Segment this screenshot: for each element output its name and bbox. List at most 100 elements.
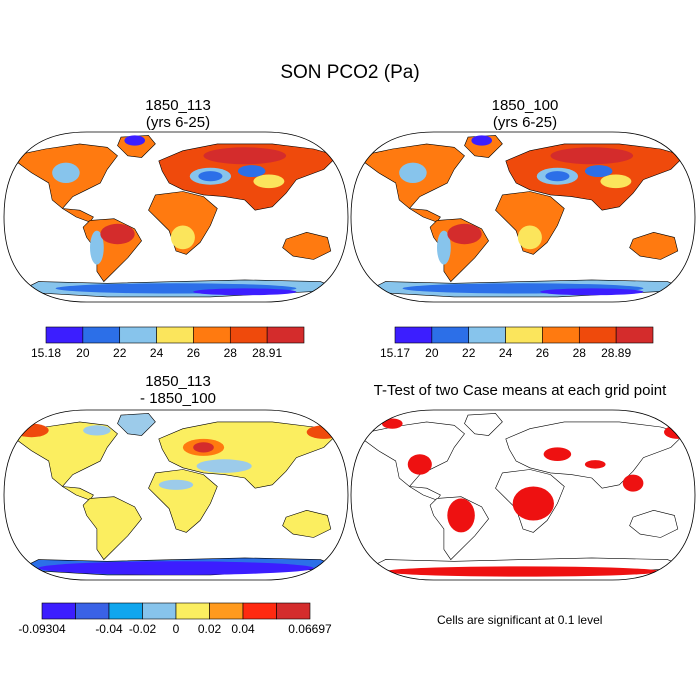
blob-mongolia-2 [584, 165, 613, 178]
blob-tibet-1 [253, 174, 285, 189]
colorbar-1-box-0 [45, 326, 84, 344]
map-land-2 [363, 135, 689, 298]
significance-note: Cells are significant at 0.1 level [437, 613, 603, 627]
sig-south-america-4 [447, 498, 475, 533]
colorbar-1-box-4 [193, 326, 231, 344]
colorbar-3-box-7 [276, 602, 311, 620]
blob-sahara-2 [502, 196, 537, 211]
colorbar-1-tick-label: 26 [187, 346, 201, 360]
colorbar-1-tick-label: 24 [150, 346, 164, 360]
continent-greenland-3 [117, 413, 156, 436]
continent-centralAmerica-2 [409, 208, 441, 223]
blob-tibet-2 [600, 174, 632, 189]
panel-2-title-line-2: (yrs 6-25) [492, 114, 558, 131]
blob-antarctica-2-1 [193, 288, 297, 296]
blob-diff-canada-3 [83, 425, 111, 436]
blob-mongolia-1 [237, 165, 266, 178]
panel-4-title-line-1: T-Test of two Case means at each grid po… [373, 382, 667, 399]
blob-antarctica-2-2 [540, 288, 644, 296]
colorbar-1-tick-label: 28.91 [252, 346, 282, 360]
panel-4-title: T-Test of two Case means at each grid po… [345, 382, 695, 399]
panel-3-title: 1850_113 - 1850_100 [78, 373, 278, 407]
colorbar-3-box-3 [142, 602, 177, 620]
sig-antarctica-4 [385, 566, 661, 577]
colorbar-3-tick-label: -0.02 [129, 622, 157, 636]
colorbar-3-tick-label: 0.04 [231, 622, 255, 636]
blob-rockies-1 [52, 162, 80, 183]
colorbar-2-tick-label: 15.17 [380, 346, 410, 360]
map-frame-1 [3, 131, 349, 303]
colorbar-1-box-1 [82, 326, 121, 344]
map-panel-1 [3, 131, 349, 303]
colorbar-1: 15.18 20 22 24 26 28 28.91 [31, 326, 305, 360]
panel-3-title-line-1: 1850_113 [145, 373, 211, 390]
continent-europeAsia-1 [158, 143, 339, 211]
colorbar-2-box-5 [578, 326, 617, 344]
sig-east-siberia-4 [664, 425, 692, 439]
map-panel-3 [3, 409, 349, 581]
colorbar-3: -0.09304 -0.04 -0.02 0 0.02 0.04 0.06697 [18, 602, 332, 636]
blob-greenland-2 [471, 135, 493, 146]
continent-northAmerica-3 [17, 421, 118, 487]
continent-australia-4 [629, 509, 679, 538]
colorbar-3-tick-label: 0 [173, 622, 180, 636]
map-frame-2 [350, 131, 696, 303]
colorbar-3-box-1 [75, 602, 110, 620]
sig-asia-4 [584, 460, 606, 469]
colorbar-1-box-6 [266, 326, 305, 344]
sig-se-asia-4 [622, 474, 644, 492]
colorbar-1-box-3 [156, 326, 194, 344]
colorbar-2-tick-label: 28.89 [601, 346, 631, 360]
blob-amazon-2 [447, 223, 482, 245]
blob-andes-1 [90, 230, 104, 265]
panel-1-title-line-2: (yrs 6-25) [145, 114, 211, 131]
colorbar-3-box-6 [242, 602, 277, 620]
blob-diff-sahel-3 [158, 479, 194, 490]
continent-australia-2 [629, 231, 679, 260]
panel-3-title-line-2: - 1850_100 [140, 390, 216, 407]
sig-mexico-4 [407, 454, 432, 475]
map-panel-2 [350, 131, 696, 303]
colorbar-3-tick-label: 0.06697 [288, 622, 332, 636]
sig-alaska-4 [381, 418, 403, 429]
colorbar-3-box-0 [41, 602, 76, 620]
blob-siberia-1 [203, 147, 287, 165]
colorbar-2-box-3 [505, 326, 543, 344]
map-land-3 [14, 413, 342, 576]
continent-southAmerica-3 [82, 496, 142, 561]
panel-2-title: 1850_100 (yrs 6-25) [425, 97, 625, 131]
blob-siberia-2 [550, 147, 634, 165]
colorbar-1-tick-label: 22 [113, 346, 127, 360]
map-land-1 [16, 135, 342, 298]
colorbar-2-tick-label: 22 [462, 346, 476, 360]
blob-central-asia-2-1 [198, 171, 223, 182]
blob-diff-antarctica-3 [38, 561, 314, 575]
continent-centralAmerica-3 [62, 486, 94, 501]
colorbar-3-tick-label: 0.02 [198, 622, 222, 636]
colorbar-2-tick-label: 26 [536, 346, 550, 360]
colorbar-2-tick-label: 28 [573, 346, 587, 360]
colorbar-2: 15.17 20 22 24 26 28 28.89 [380, 326, 654, 360]
blob-greenland-1 [124, 135, 146, 146]
continent-greenland-4 [464, 413, 503, 436]
blob-amazon-1 [100, 223, 135, 245]
map-land-4 [363, 413, 692, 577]
blob-sahara-1 [155, 196, 190, 211]
colorbar-2-box-0 [394, 326, 433, 344]
blob-diff-east-3 [306, 425, 342, 439]
colorbar-3-tick-label: -0.09304 [18, 622, 66, 636]
continent-australia-1 [282, 231, 332, 260]
map-panel-4 [350, 409, 696, 581]
continent-europeAsia-2 [505, 143, 686, 211]
colorbar-2-box-6 [615, 326, 654, 344]
continent-centralAmerica-4 [409, 486, 441, 501]
colorbar-2-box-4 [542, 326, 580, 344]
figure-title: SON PCO2 (Pa) [280, 62, 420, 83]
colorbar-3-tick-label: -0.04 [95, 622, 123, 636]
map-frame-4 [350, 409, 696, 581]
sig-caspian-4 [543, 447, 572, 462]
panel-2-title-line-1: 1850_100 [491, 97, 559, 114]
colorbar-2-box-2 [468, 326, 506, 344]
blob-rockies-2 [399, 162, 427, 183]
